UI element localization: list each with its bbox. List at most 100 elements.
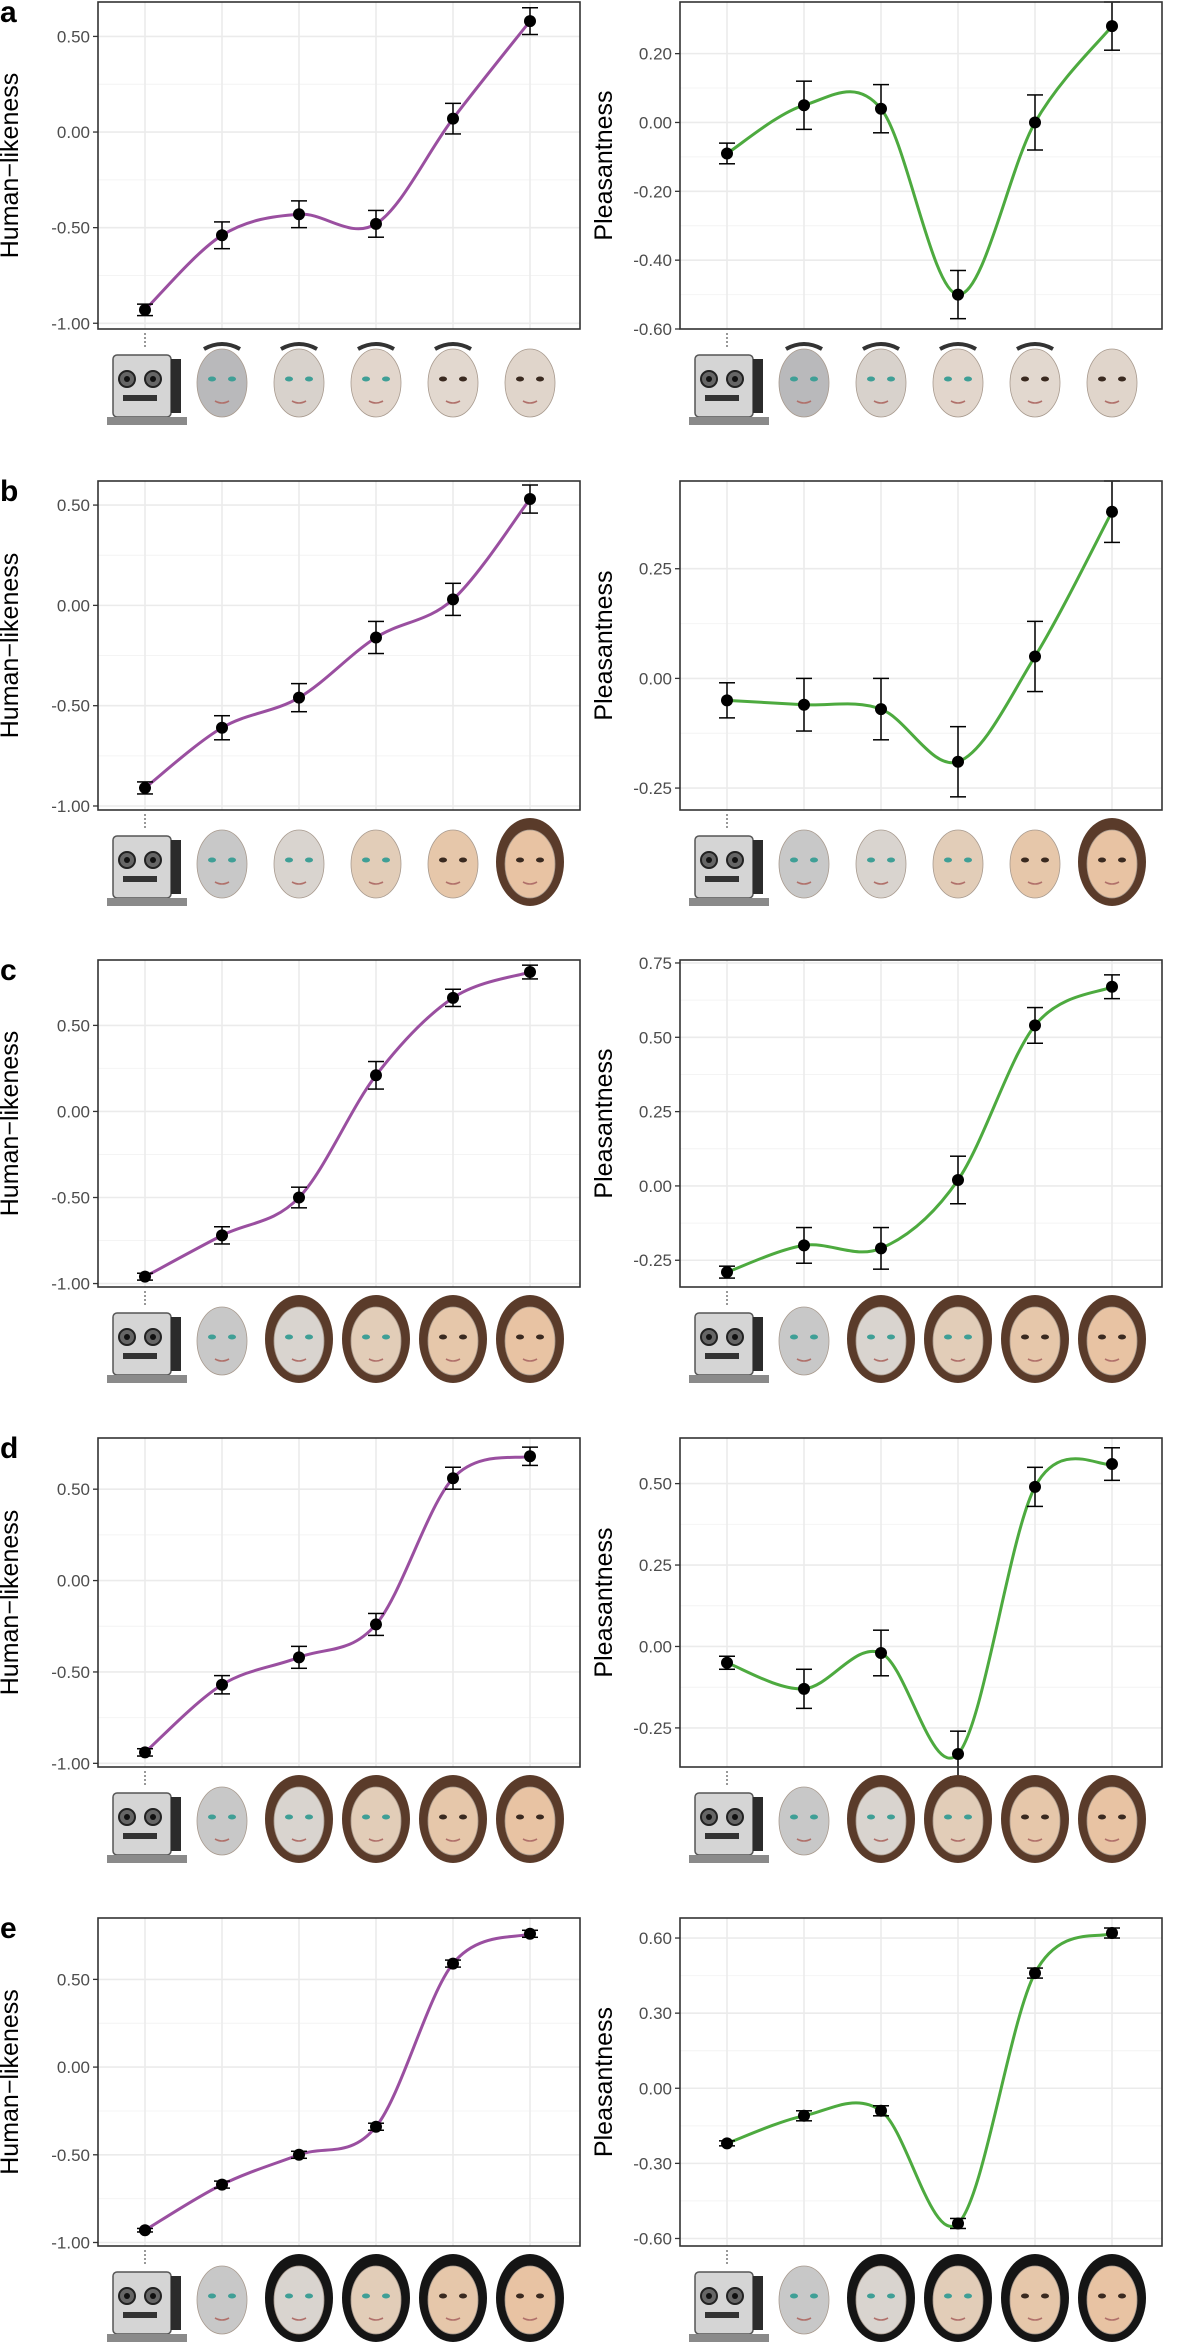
android-face-icon — [778, 829, 830, 899]
human-face-icon — [1086, 348, 1138, 418]
y-tick-label: 0.00 — [639, 2079, 672, 2098]
human-like-face-icon — [419, 1295, 487, 1383]
y-tick-label: -0.50 — [51, 219, 90, 238]
android-face-icon — [342, 1295, 410, 1383]
data-point — [1106, 1927, 1118, 1940]
plot-frame — [97, 1917, 581, 2247]
y-tick-label: 0.00 — [57, 1572, 90, 1591]
y-tick-label: 0.00 — [57, 596, 90, 615]
human-like-face-icon — [1001, 2254, 1069, 2342]
data-point — [952, 1747, 964, 1760]
data-point — [721, 694, 733, 707]
mechanical-robot-face-icon — [689, 333, 769, 425]
data-point — [1106, 20, 1118, 33]
chart-panel-d-human-likeness: -1.00 -0.50 0.00 0.50 Human−likeness d — [0, 1432, 581, 1863]
mechanical-robot-face-icon — [107, 2250, 187, 2342]
data-point — [370, 631, 382, 644]
android-face-icon — [932, 829, 984, 899]
y-tick-label: -0.50 — [51, 2146, 90, 2165]
y-axis-label: Pleasantness — [590, 1048, 618, 1198]
plot-background — [680, 2, 1162, 329]
data-point — [1029, 1967, 1041, 1980]
android-face-icon — [196, 1306, 248, 1376]
android-face-icon — [855, 829, 907, 899]
plot-frame — [679, 1917, 1163, 2247]
y-tick-label: 0.00 — [639, 669, 672, 688]
human-face-icon — [1078, 1295, 1146, 1383]
y-tick-label: 0.50 — [57, 496, 90, 515]
y-axis-label: Human−likeness — [0, 1510, 24, 1696]
android-face-icon — [778, 1786, 830, 1856]
y-tick-label: 0.00 — [639, 1637, 672, 1656]
human-face-icon — [496, 1295, 564, 1383]
human-like-face-icon — [427, 829, 479, 899]
panel-label: d — [0, 1432, 18, 1465]
data-point — [139, 1270, 151, 1283]
human-like-face-icon — [1001, 1775, 1069, 1863]
human-like-face-icon — [419, 2254, 487, 2342]
data-point — [875, 1646, 887, 1659]
mechanical-robot-face-icon — [107, 1291, 187, 1383]
y-tick-label: -0.50 — [51, 1189, 90, 1208]
plot-frame — [97, 1437, 581, 1768]
data-point — [447, 1472, 459, 1485]
data-point — [798, 1239, 810, 1252]
android-face-icon — [196, 342, 248, 418]
chart-panel-b-pleasantness: -0.25 0.00 0.25 Pleasantness — [590, 480, 1163, 906]
android-face-icon — [778, 342, 830, 418]
panel-label: b — [0, 475, 18, 508]
data-point — [524, 15, 536, 28]
y-axis-label: Pleasantness — [590, 90, 618, 240]
y-tick-label: 0.50 — [57, 27, 90, 46]
data-point — [721, 1266, 733, 1279]
y-axis-label: Human−likeness — [0, 1031, 24, 1217]
android-face-icon — [778, 1306, 830, 1376]
android-face-icon — [273, 342, 325, 418]
y-tick-label: -0.60 — [633, 320, 672, 339]
android-face-icon — [196, 1786, 248, 1856]
data-point — [216, 721, 228, 734]
chart-panel-a-pleasantness: -0.60 -0.40 -0.20 0.00 0.20 Pleasantness — [590, 1, 1163, 425]
plot-frame — [679, 959, 1163, 1288]
plot-frame — [97, 480, 581, 811]
mechanical-robot-face-icon — [107, 1771, 187, 1863]
y-tick-label: 0.25 — [639, 560, 672, 579]
android-face-icon — [847, 1295, 915, 1383]
human-face-icon — [496, 2254, 564, 2342]
data-point — [1029, 116, 1041, 129]
y-tick-label: -1.00 — [51, 797, 90, 816]
plot-background — [98, 1438, 580, 1767]
data-point — [293, 1651, 305, 1664]
human-like-face-icon — [427, 342, 479, 418]
data-point — [139, 1746, 151, 1759]
y-tick-label: 0.75 — [639, 954, 672, 973]
y-tick-label: -0.30 — [633, 2154, 672, 2173]
data-point — [447, 112, 459, 125]
data-point — [216, 2178, 228, 2191]
y-axis-label: Human−likeness — [0, 73, 24, 259]
plot-frame — [679, 1437, 1163, 1768]
y-tick-label: -1.00 — [51, 1754, 90, 1773]
y-tick-label: -0.50 — [51, 697, 90, 716]
data-point — [524, 493, 536, 506]
y-tick-label: 0.00 — [639, 113, 672, 132]
data-point — [952, 2217, 964, 2230]
data-point — [370, 1618, 382, 1631]
data-point — [1106, 505, 1118, 518]
data-point — [875, 2104, 887, 2117]
data-point — [1029, 650, 1041, 663]
data-point — [798, 99, 810, 112]
android-face-icon — [196, 2265, 248, 2335]
data-point — [1106, 1458, 1118, 1471]
data-point — [293, 208, 305, 221]
plot-frame — [679, 1, 1163, 330]
panel-label: e — [0, 1912, 17, 1945]
data-point — [216, 229, 228, 242]
chart-panel-a-human-likeness: -1.00 -0.50 0.00 0.50 Human−likeness a — [0, 0, 581, 425]
data-point — [1029, 1480, 1041, 1493]
y-tick-label: 0.00 — [639, 1177, 672, 1196]
data-point — [1106, 980, 1118, 993]
y-tick-label: 0.30 — [639, 2004, 672, 2023]
y-tick-label: 0.50 — [639, 1028, 672, 1047]
